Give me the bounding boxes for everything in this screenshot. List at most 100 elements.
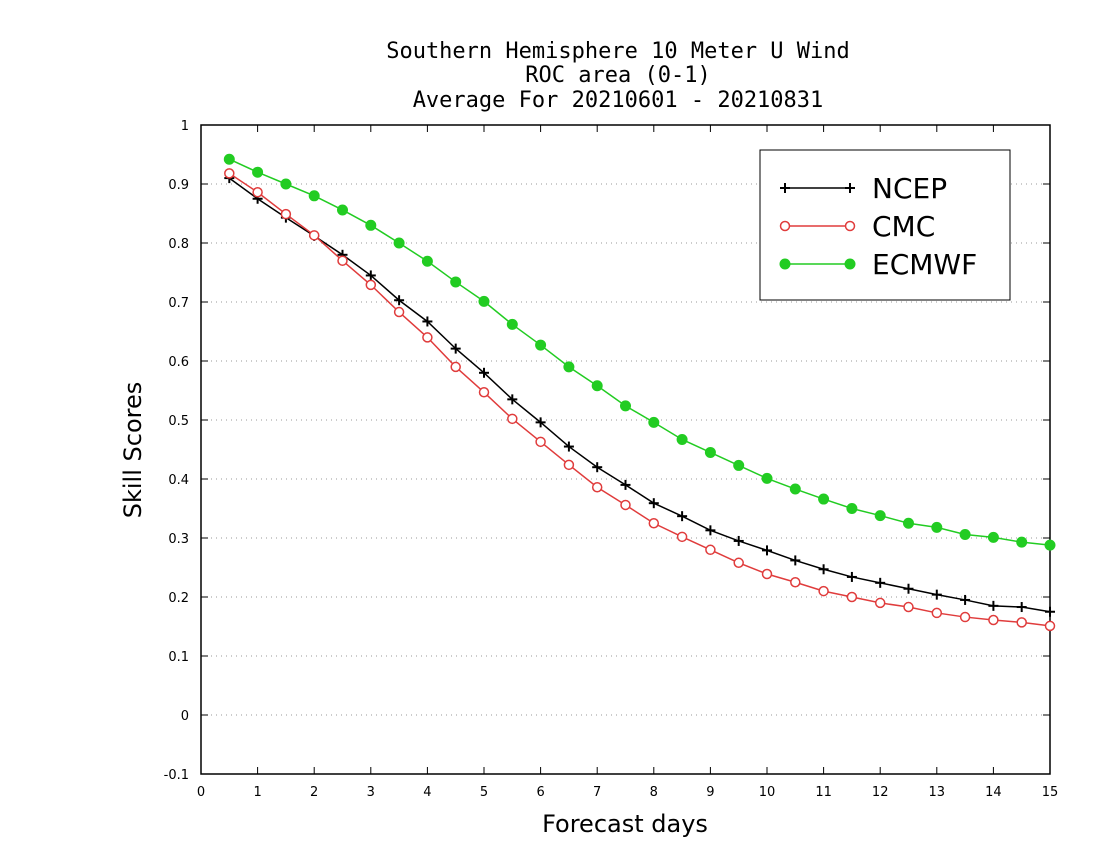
data-point-cmc: [252, 187, 263, 198]
data-point-ncep: [790, 555, 801, 566]
data-point-ncep: [592, 462, 603, 473]
data-point-ncep: [988, 600, 999, 611]
data-point-ecmwf: [308, 190, 320, 202]
data-point-cmc: [988, 614, 999, 626]
data-point-ecmwf: [478, 295, 490, 307]
x-tick-label: 12: [872, 785, 889, 800]
data-point-ecmwf: [337, 204, 348, 216]
data-point-ncep: [479, 367, 489, 378]
x-tick-label: 8: [650, 785, 658, 800]
data-point-ecmwf: [620, 400, 631, 412]
data-point-ecmwf: [591, 380, 603, 392]
data-point-cmc: [507, 413, 518, 425]
series-ecmwf: [223, 153, 1056, 551]
legend-label-ecmwf: ECMWF: [872, 248, 977, 281]
legend-label-ncep: NCEP: [872, 172, 947, 205]
x-tick-label: 3: [367, 785, 375, 800]
data-point-ncep: [875, 577, 886, 588]
data-point-cmc: [959, 611, 971, 623]
data-point-ncep: [733, 535, 744, 546]
data-point-ncep: [422, 316, 433, 327]
x-tick-label: 0: [197, 785, 205, 800]
x-tick-label: 13: [929, 785, 946, 800]
data-point-ncep: [620, 479, 631, 490]
title-line-3: Average For 20210601 - 20210831: [413, 88, 824, 113]
legend-label-cmc: CMC: [872, 210, 935, 243]
x-tick-label: 6: [536, 785, 544, 800]
legend-marker: [844, 258, 856, 270]
data-point-cmc: [761, 568, 773, 580]
data-point-ecmwf: [393, 237, 405, 249]
x-tick-label: 9: [706, 785, 714, 800]
y-tick-label: 0.4: [168, 473, 189, 488]
legend-item-ecmwf: ECMWF: [779, 248, 977, 281]
data-point-cmc: [280, 208, 292, 220]
data-point-ecmwf: [535, 339, 547, 351]
y-tick-label: -0.1: [164, 768, 189, 783]
data-point-cmc: [648, 518, 660, 529]
x-axis-label: Forecast days: [542, 810, 708, 838]
data-point-ncep: [960, 594, 971, 605]
data-point-ncep: [394, 295, 405, 306]
data-point-cmc: [450, 361, 461, 373]
title-line-2: ROC area (0-1): [525, 63, 710, 88]
data-point-ecmwf: [421, 255, 433, 267]
x-tick-label: 15: [1042, 785, 1059, 800]
data-point-ncep: [846, 571, 857, 582]
data-point-ncep: [903, 583, 914, 594]
data-point-ecmwf: [280, 178, 292, 190]
legend-marker: [845, 183, 855, 193]
data-point-cmc: [705, 544, 716, 556]
data-point-ecmwf: [223, 153, 235, 165]
data-point-cmc: [224, 168, 235, 179]
x-tick-label: 11: [815, 785, 832, 800]
data-point-ncep: [507, 394, 518, 405]
legend: NCEP CMC ECMWF: [759, 149, 1011, 301]
data-point-cmc: [535, 436, 546, 448]
data-point-ecmwf: [1044, 539, 1056, 551]
data-point-ncep: [450, 343, 461, 354]
data-point-cmc: [308, 230, 320, 241]
data-point-ncep: [1045, 606, 1055, 617]
data-point-cmc: [790, 577, 801, 588]
data-point-ncep: [677, 511, 688, 522]
data-point-ncep: [365, 270, 376, 281]
data-point-ecmwf: [506, 318, 518, 330]
data-point-ecmwf: [733, 459, 745, 471]
x-tick-label: 4: [423, 785, 431, 800]
data-point-ecmwf: [874, 510, 886, 522]
data-point-ecmwf: [959, 528, 971, 540]
data-point-ecmwf: [987, 531, 999, 543]
legend-marker: [779, 258, 791, 270]
data-point-cmc: [733, 557, 744, 569]
y-tick-label: 0.9: [168, 178, 189, 193]
data-point-ecmwf: [648, 416, 660, 428]
legend-marker: [779, 220, 791, 232]
legend-marker: [844, 220, 856, 232]
plot-frame: [200, 124, 1051, 775]
data-point-cmc: [818, 585, 829, 597]
y-tick-label: 0.1: [168, 650, 189, 665]
y-tick-label: 1: [181, 119, 189, 134]
data-point-ncep: [931, 589, 942, 600]
y-axis-label: Skill Scores: [119, 382, 147, 519]
x-tick-label: 7: [593, 785, 601, 800]
data-point-cmc: [676, 531, 688, 543]
data-point-ecmwf: [789, 483, 801, 495]
y-tick-label: 0.2: [168, 591, 189, 606]
data-point-ecmwf: [563, 361, 575, 373]
data-point-cmc: [903, 601, 914, 613]
data-point-ecmwf: [846, 503, 858, 514]
y-tick-label: 0.5: [168, 414, 189, 429]
data-point-cmc: [1044, 620, 1056, 632]
data-point-ncep: [1016, 602, 1027, 613]
data-point-cmc: [620, 499, 631, 511]
x-tick-label: 14: [985, 785, 1002, 800]
data-point-cmc: [931, 607, 943, 619]
legend-item-ncep: NCEP: [780, 172, 947, 205]
x-tick-label: 2: [310, 785, 318, 800]
legend-marker: [780, 183, 790, 193]
data-point-cmc: [846, 591, 858, 603]
legend-item-cmc: CMC: [779, 210, 935, 243]
